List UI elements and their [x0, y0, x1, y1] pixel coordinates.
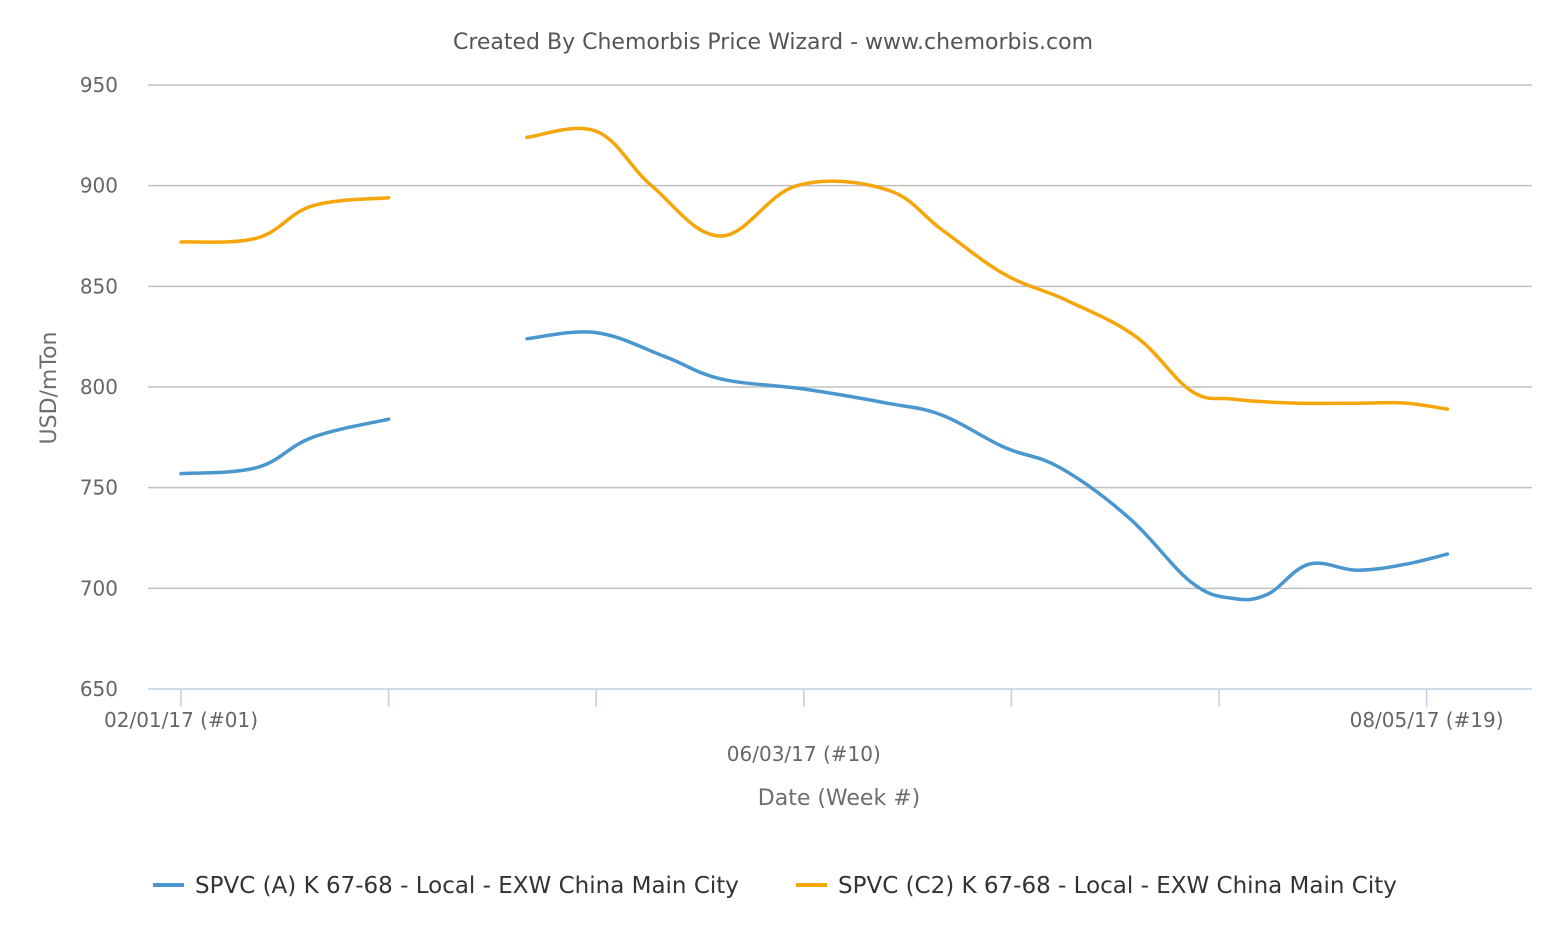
y-axis-tick-labels: 650 700 750 800 850 900 950 — [80, 73, 118, 701]
legend-label-series-2: SPVC (C2) K 67-68 - Local - EXW China Ma… — [838, 873, 1397, 899]
x-axis-title: Date (Week #) — [758, 786, 920, 811]
x-tick-label-week-19: 08/05/17 (#19) — [1350, 708, 1504, 732]
y-axis-title: USD/mTon — [37, 332, 62, 445]
y-tick-label-750: 750 — [80, 476, 118, 500]
legend-label-series-1: SPVC (A) K 67-68 - Local - EXW China Mai… — [195, 873, 739, 899]
y-tick-label-950: 950 — [80, 73, 118, 97]
y-tick-label-800: 800 — [80, 375, 118, 399]
legend-item-series-2[interactable]: SPVC (C2) K 67-68 - Local - EXW China Ma… — [796, 873, 1397, 899]
series-2-line-segment-2[interactable] — [525, 126, 1450, 411]
x-axis-ticks: 02/01/17 (#01) 06/03/17 (#10) 08/05/17 (#1… — [104, 689, 1504, 766]
chart-title: Created By Chemorbis Price Wizard - www.… — [453, 30, 1093, 55]
series-1-line-segment-1[interactable] — [179, 417, 391, 476]
x-tick-label-week-10: 06/03/17 (#10) — [727, 742, 881, 766]
series-2-line-segment-1[interactable] — [179, 195, 391, 244]
y-tick-label-850: 850 — [80, 274, 118, 298]
y-tick-label-900: 900 — [80, 174, 118, 198]
legend[interactable]: SPVC (A) K 67-68 - Local - EXW China Mai… — [153, 873, 1397, 899]
y-tick-label-650: 650 — [80, 677, 118, 701]
series-1-line-segment-2[interactable] — [525, 330, 1450, 602]
y-tick-label-700: 700 — [80, 576, 118, 600]
gridlines — [148, 84, 1532, 590]
x-tick-label-week-1: 02/01/17 (#01) — [104, 708, 258, 732]
legend-item-series-1[interactable]: SPVC (A) K 67-68 - Local - EXW China Mai… — [153, 873, 739, 899]
series-lines — [179, 126, 1450, 602]
